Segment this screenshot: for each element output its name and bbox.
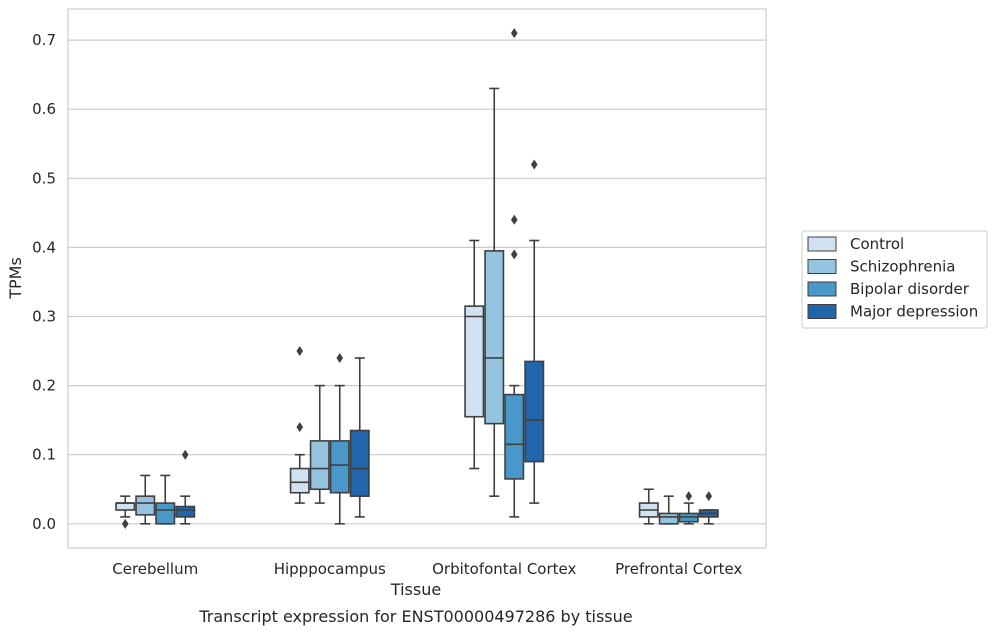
x-tick-label: Cerebellum [112,560,198,578]
outlier-point [510,249,518,260]
y-tick-label: 0.6 [32,100,56,118]
legend: Control Schizophrenia Bipolar disorder Majo… [801,230,988,329]
box-3-3 [698,491,719,525]
box-3-2 [678,491,699,525]
box-iqr [135,495,156,516]
legend-label: Bipolar disorder [850,280,970,298]
box-iqr [658,512,679,525]
outlier-point [705,491,713,502]
outlier-point [336,352,344,363]
outlier-point [296,422,304,433]
chart-caption: Transcript expression for ENST0000049728… [198,607,632,626]
box-3-0 [638,488,659,525]
outlier-point [121,518,129,529]
legend-label: Schizophrenia [850,258,955,276]
box-plot-area [115,28,719,529]
box-iqr [464,305,485,418]
box-iqr [155,502,176,525]
box-1-0 [289,346,310,504]
y-tick-label: 0.3 [32,308,56,326]
legend-label: Control [850,235,904,253]
y-tick-label: 0.5 [32,169,56,187]
box-0-3 [175,449,196,525]
box-iqr [329,440,350,494]
box-0-1 [135,474,156,525]
outlier-point [510,28,518,39]
y-tick-label: 0.1 [32,446,56,464]
box-iqr [175,505,196,518]
legend-swatch [807,281,837,297]
outlier-point [510,214,518,225]
x-tick-label: Hipppocampus [274,560,386,578]
x-axis-ticks: Cerebellum Hipppocampus Orbitofontal Corte… [112,560,742,578]
box-iqr [484,250,505,425]
box-iqr [349,429,370,497]
box-1-2 [329,352,350,525]
plot-frame [67,8,767,549]
box-2-3 [524,159,545,504]
x-axis-title: Tissue [390,580,441,599]
box-0-2 [155,474,176,525]
y-tick-label: 0.7 [32,31,56,49]
box-iqr [504,393,525,480]
x-tick-label: Orbitofontal Cortex [432,560,576,578]
box-2-2 [504,28,525,518]
box-3-1 [658,495,679,525]
box-iqr [309,440,330,491]
outlier-point [530,159,538,170]
outlier-point [685,491,693,502]
legend-swatch [807,259,837,274]
y-axis-ticks: 0.0 0.1 0.2 0.3 0.4 0.5 0.6 0.7 [32,31,56,533]
grid-lines [68,39,766,525]
box-2-1 [484,87,505,497]
legend-label: Major depression [850,303,978,321]
legend-frame [801,230,988,329]
legend-swatch [807,304,837,319]
box-0-0 [115,495,136,529]
y-tick-label: 0.4 [32,238,56,256]
box-iqr [524,360,545,463]
outlier-point [181,449,189,460]
box-1-3 [349,357,370,518]
box-iqr [115,502,136,511]
box-2-0 [464,239,485,470]
x-tick-label: Prefrontal Cortex [615,560,742,578]
legend-swatch [807,236,837,252]
outlier-point [296,346,304,357]
box-iqr [289,467,310,494]
y-axis-title: TPMs [6,257,25,300]
y-tick-label: 0.0 [32,515,56,533]
y-tick-label: 0.2 [32,377,56,395]
box-1-1 [309,384,330,504]
